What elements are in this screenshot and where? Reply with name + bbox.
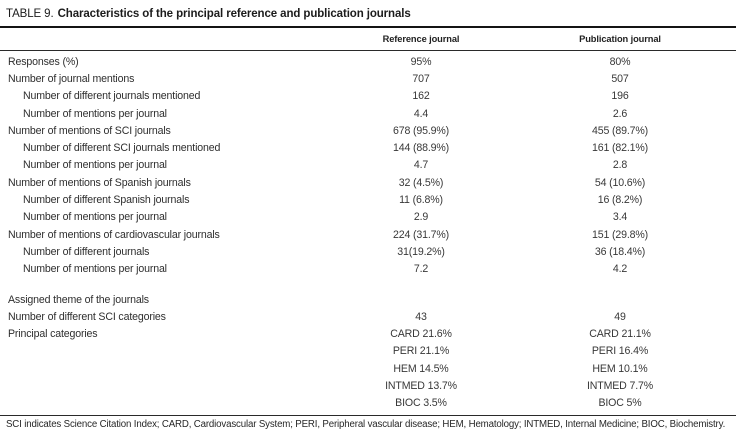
reference-journal-value: CARD 21.6%: [390, 328, 452, 341]
publication-journal-value: 4.2: [612, 263, 628, 276]
publication-journal-value: 3.4: [612, 211, 628, 224]
publication-journal-value: 507: [611, 72, 629, 85]
table-row: Number of mentions per journal 7.2 4.2: [0, 261, 736, 278]
table-row: Number of different Spanish journals 11 (…: [0, 191, 736, 208]
publication-journal-value: 36 (18.4%): [594, 245, 646, 258]
reference-journal-value: 144 (88.9%): [392, 142, 450, 155]
publication-journal-value: CARD 21.1%: [589, 328, 651, 341]
row-label: Number of different SCI journals mention…: [23, 142, 221, 155]
column-header-row: Reference journal Publication journal: [0, 28, 736, 50]
footnote-rule: [0, 414, 736, 416]
table-row: INTMED 13.7% INTMED 7.7%: [0, 377, 736, 394]
row-label: Principal categories: [8, 328, 98, 341]
row-label: Number of mentions of Spanish journals: [8, 176, 191, 189]
table-title: TABLE 9. Characteristics of the principal…: [0, 0, 736, 21]
table-footnote: SCI indicates Science Citation Index; CA…: [6, 418, 726, 430]
row-label: Number of different Spanish journals: [23, 194, 190, 207]
reference-journal-value: 95%: [410, 55, 432, 68]
reference-journal-value: BIOC 3.5%: [395, 397, 447, 410]
table-row: Number of mentions of SCI journals 678 (9…: [0, 122, 736, 139]
table-row: Number of different journals mentioned 16…: [0, 88, 736, 105]
table-row: Number of different SCI journals mention…: [0, 139, 736, 156]
row-label: Number of different journals: [23, 245, 150, 258]
header-rule: [0, 50, 736, 51]
row-label: Assigned theme of the journals: [8, 293, 149, 306]
publication-journal-value: 151 (29.8%): [591, 228, 649, 241]
publication-journal-value: 161 (82.1%): [591, 142, 649, 155]
reference-journal-value: 707: [412, 72, 430, 85]
reference-journal-value: PERI 21.1%: [392, 345, 450, 358]
table-body: Responses (%) 95% 80% Number of journal men…: [0, 51, 736, 412]
row-label: Number of journal mentions: [8, 72, 135, 85]
row-label: Number of different journals mentioned: [23, 90, 201, 103]
row-label: Number of mentions per journal: [23, 159, 167, 172]
row-label: Number of mentions of cardiovascular jou…: [8, 228, 220, 241]
publication-journal-value: INTMED 7.7%: [586, 379, 654, 392]
reference-journal-value: 43: [415, 310, 427, 323]
top-rule: [0, 26, 736, 28]
reference-journal-value: 224 (31.7%): [392, 228, 450, 241]
reference-journal-value: 7.2: [413, 263, 429, 276]
column-header-reference-journal: Reference journal: [382, 34, 460, 44]
reference-journal-value: HEM 14.5%: [393, 362, 449, 375]
spacer-row: [0, 278, 736, 291]
reference-journal-value: 4.4: [413, 107, 429, 120]
reference-journal-value: 2.9: [413, 211, 429, 224]
publication-journal-value: 2.6: [612, 107, 628, 120]
publication-journal-value: BIOC 5%: [598, 397, 642, 410]
table-row: Responses (%) 95% 80%: [0, 53, 736, 70]
reference-journal-value: 31(19.2%): [397, 245, 445, 258]
table-row: Number of mentions per journal 2.9 3.4: [0, 209, 736, 226]
row-label: Number of different SCI categories: [8, 310, 166, 323]
table-row: Number of mentions of Spanish journals 32…: [0, 174, 736, 191]
table-row: Principal categories CARD 21.6% CARD 21.1%: [0, 325, 736, 342]
table-row: Number of different SCI categories 43 49: [0, 308, 736, 325]
table-row: Number of mentions per journal 4.4 2.6: [0, 105, 736, 122]
row-label: Number of mentions per journal: [23, 107, 167, 120]
table-row: BIOC 3.5% BIOC 5%: [0, 395, 736, 412]
publication-journal-value: 455 (89.7%): [591, 124, 649, 137]
publication-journal-value: 49: [614, 310, 626, 323]
row-label: Number of mentions per journal: [23, 263, 167, 276]
reference-journal-value: 162: [412, 90, 430, 103]
table-row: Number of mentions of cardiovascular jou…: [0, 226, 736, 243]
table-row: Assigned theme of the journals: [0, 291, 736, 308]
row-label: Number of mentions per journal: [23, 211, 167, 224]
row-label: Responses (%): [8, 55, 79, 68]
table-row: PERI 21.1% PERI 16.4%: [0, 343, 736, 360]
reference-journal-value: 32 (4.5%): [398, 176, 444, 189]
publication-journal-value: 16 (8.2%): [597, 194, 643, 207]
publication-journal-value: 54 (10.6%): [594, 176, 646, 189]
publication-journal-value: 2.8: [612, 159, 628, 172]
publication-journal-value: PERI 16.4%: [591, 345, 649, 358]
reference-journal-value: INTMED 13.7%: [385, 379, 457, 392]
table-row: Number of journal mentions 707 507: [0, 70, 736, 87]
publication-journal-value: 196: [611, 90, 629, 103]
table-number: TABLE 9.: [6, 8, 54, 20]
publication-journal-value: HEM 10.1%: [592, 362, 648, 375]
table-row: HEM 14.5% HEM 10.1%: [0, 360, 736, 377]
table-caption: Characteristics of the principal referen…: [57, 8, 411, 20]
row-label: Number of mentions of SCI journals: [8, 124, 171, 137]
publication-journal-value: 80%: [609, 55, 631, 68]
table-row: Number of mentions per journal 4.7 2.8: [0, 157, 736, 174]
reference-journal-value: 678 (95.9%): [392, 124, 450, 137]
column-header-publication-journal: Publication journal: [579, 34, 661, 44]
reference-journal-value: 11 (6.8%): [399, 194, 443, 207]
table-row: Number of different journals 31(19.2%) 36 …: [0, 243, 736, 260]
reference-journal-value: 4.7: [413, 159, 429, 172]
